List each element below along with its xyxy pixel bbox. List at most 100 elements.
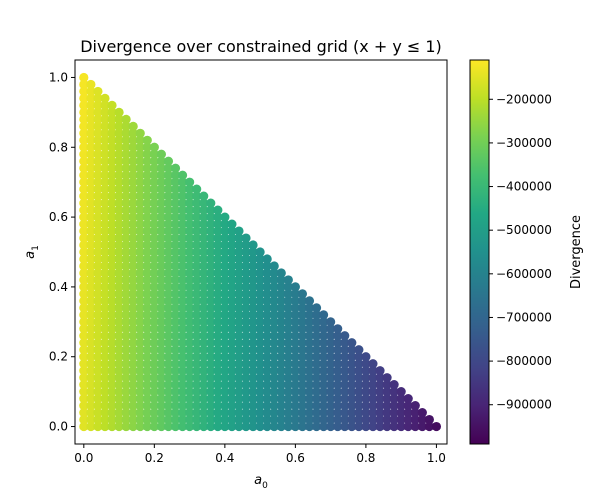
scatter-point: [107, 324, 117, 334]
scatter-point: [86, 421, 96, 432]
scatter-point: [149, 352, 159, 362]
scatter-point: [149, 240, 159, 250]
scatter-point: [290, 289, 300, 299]
scatter-point: [248, 275, 258, 285]
scatter-point: [100, 268, 110, 278]
scatter-point: [227, 373, 237, 383]
scatter-point: [100, 100, 110, 110]
scatter-point: [86, 100, 96, 110]
scatter-point: [114, 414, 124, 425]
scatter-point: [234, 394, 244, 404]
scatter-point: [262, 282, 272, 292]
scatter-point: [107, 163, 117, 173]
scatter-point: [185, 212, 195, 222]
scatter-point: [163, 184, 174, 194]
scatter-point: [156, 401, 166, 411]
scatter-point: [213, 331, 223, 341]
scatter-point: [347, 373, 357, 383]
scatter-point: [177, 282, 188, 292]
scatter-point: [206, 414, 216, 425]
scatter-point: [227, 324, 237, 334]
scatter-point: [156, 212, 166, 222]
scatter-point: [149, 254, 159, 264]
scatter-point: [241, 240, 251, 250]
scatter-point: [354, 366, 364, 376]
scatter-point: [135, 170, 145, 180]
scatter-point: [121, 352, 131, 362]
scatter-point: [213, 282, 223, 292]
scatter-point: [156, 352, 166, 362]
scatter-point: [114, 401, 124, 411]
scatter-point: [107, 240, 117, 250]
scatter-point: [382, 414, 392, 425]
scatter-point: [241, 331, 251, 341]
scatter-point: [227, 303, 237, 313]
scatter-point: [213, 401, 223, 411]
scatter-point: [86, 254, 96, 264]
scatter-point: [149, 156, 159, 166]
scatter-point: [192, 310, 202, 320]
scatter-point: [79, 86, 89, 97]
scatter-point: [142, 394, 152, 404]
scatter-point: [297, 296, 308, 306]
x-tick-label: 0.0: [74, 451, 93, 465]
scatter-point: [79, 79, 89, 90]
scatter-point: [86, 156, 96, 166]
scatter-point: [121, 338, 131, 348]
scatter-point: [149, 380, 159, 390]
scatter-point: [170, 282, 181, 292]
scatter-point: [114, 128, 124, 138]
scatter-point: [396, 421, 406, 432]
scatter-point: [255, 387, 265, 397]
scatter-point: [396, 407, 406, 418]
scatter-point: [199, 303, 209, 313]
scatter-point: [170, 261, 181, 271]
scatter-point: [121, 289, 131, 299]
scatter-point: [304, 387, 315, 397]
scatter-point: [269, 352, 279, 362]
scatter-point: [100, 282, 110, 292]
scatter-point: [283, 275, 293, 285]
scatter-point: [206, 421, 216, 432]
scatter-point: [149, 268, 159, 278]
scatter-point: [100, 142, 110, 152]
scatter-point: [121, 177, 131, 187]
scatter-point: [163, 324, 174, 334]
scatter-point: [107, 177, 117, 187]
scatter-point: [220, 233, 230, 243]
scatter-point: [135, 401, 145, 411]
scatter-point: [368, 407, 378, 418]
scatter-point: [318, 380, 329, 390]
scatter-point: [206, 324, 216, 334]
scatter-point: [199, 359, 209, 369]
scatter-point: [318, 421, 329, 432]
scatter-point: [142, 142, 152, 152]
scatter-point: [128, 401, 138, 411]
colorbar-tick-label: −700000: [496, 310, 552, 324]
scatter-point: [107, 170, 117, 180]
y-tick-label: 0.8: [49, 140, 68, 154]
scatter-point: [255, 359, 265, 369]
scatter-point: [107, 373, 117, 383]
scatter-point: [163, 226, 174, 236]
scatter-point: [213, 359, 223, 369]
scatter-point: [255, 373, 265, 383]
scatter-point: [311, 407, 322, 418]
scatter-point: [79, 289, 89, 299]
scatter-point: [368, 359, 378, 369]
scatter-point: [100, 121, 110, 131]
scatter-point: [290, 414, 300, 425]
scatter-point: [248, 289, 258, 299]
scatter-point: [269, 275, 279, 285]
scatter-point: [361, 373, 371, 383]
scatter-point: [283, 282, 293, 292]
scatter-point: [262, 261, 272, 271]
scatter-point: [290, 310, 300, 320]
scatter-point: [206, 198, 216, 208]
scatter-point: [276, 373, 286, 383]
scatter-point: [100, 303, 110, 313]
scatter-point: [86, 373, 96, 383]
scatter-point: [311, 421, 322, 432]
scatter-point: [114, 156, 124, 166]
scatter-point: [318, 317, 329, 327]
